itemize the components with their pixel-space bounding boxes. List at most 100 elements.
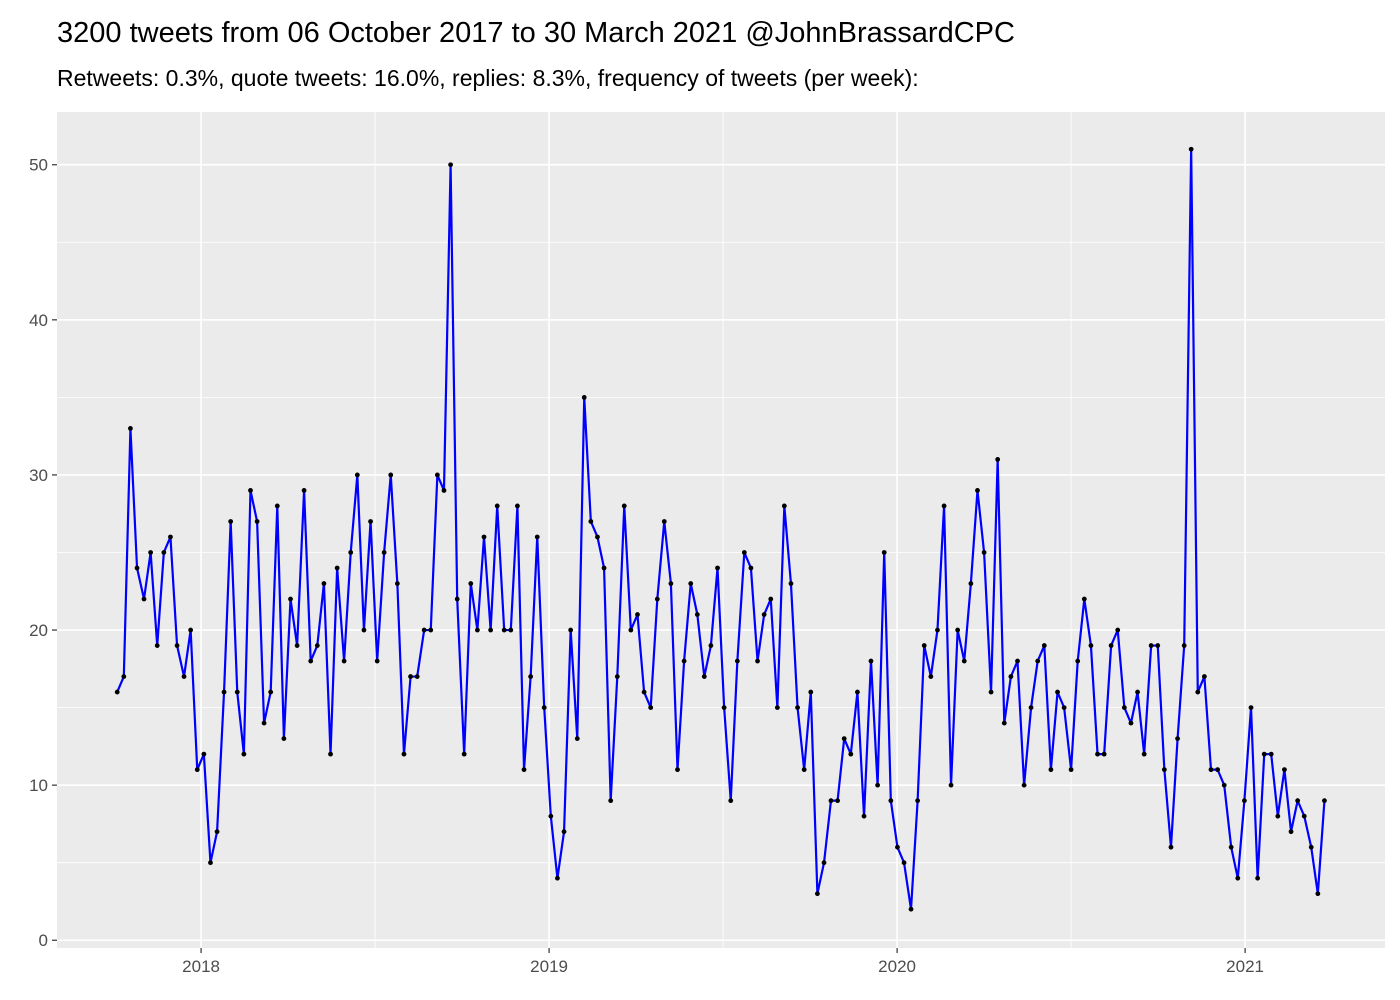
- data-point: [694, 612, 700, 617]
- data-point: [955, 627, 961, 633]
- data-point: [595, 534, 600, 540]
- y-tick-label: 50: [29, 156, 48, 175]
- data-point: [341, 658, 347, 664]
- data-point: [641, 689, 647, 695]
- data-point: [915, 798, 921, 804]
- data-point: [1141, 751, 1147, 757]
- y-tick-label: 30: [29, 466, 48, 485]
- data-point: [1308, 844, 1314, 850]
- data-point: [601, 565, 607, 571]
- data-point: [254, 519, 260, 524]
- data-point: [855, 689, 860, 695]
- data-point: [128, 426, 133, 431]
- y-tick-label: 20: [29, 621, 48, 640]
- data-point: [181, 674, 187, 679]
- data-point: [541, 705, 547, 710]
- data-point: [1048, 767, 1054, 773]
- data-point: [688, 581, 694, 586]
- data-point: [1088, 643, 1094, 648]
- data-point: [921, 643, 927, 648]
- data-point: [708, 643, 714, 648]
- data-point: [421, 627, 427, 633]
- data-point: [354, 472, 360, 478]
- data-point: [1288, 829, 1294, 835]
- data-point: [301, 488, 307, 493]
- data-point: [515, 503, 520, 509]
- data-point: [461, 751, 467, 757]
- data-point: [961, 658, 967, 664]
- data-point: [661, 519, 667, 524]
- data-point: [401, 751, 407, 757]
- data-point: [1081, 596, 1087, 602]
- data-point: [1028, 705, 1034, 710]
- data-point: [268, 689, 274, 695]
- data-point: [168, 534, 173, 540]
- chart-subtitle: Retweets: 0.3%, quote tweets: 16.0%, rep…: [57, 65, 919, 91]
- data-point: [141, 596, 147, 602]
- data-line: [116, 148, 1326, 911]
- data-point: [901, 860, 907, 866]
- data-point: [1075, 658, 1081, 664]
- x-tick-label: 2020: [878, 957, 916, 976]
- data-point: [148, 550, 154, 555]
- data-point: [941, 503, 947, 509]
- data-point: [635, 612, 640, 617]
- data-point: [448, 162, 453, 168]
- data-point: [835, 798, 840, 804]
- data-point: [895, 844, 900, 850]
- data-point: [975, 488, 980, 493]
- data-point: [1282, 767, 1287, 773]
- data-point: [414, 674, 420, 679]
- data-point: [814, 891, 820, 897]
- data-point: [628, 627, 634, 633]
- data-point: [668, 581, 674, 586]
- data-point: [1255, 875, 1261, 881]
- data-point: [768, 596, 774, 602]
- data-point: [988, 689, 994, 695]
- data-point: [788, 581, 794, 586]
- x-tick-label: 2019: [530, 957, 568, 976]
- data-point: [774, 705, 780, 710]
- x-tick-label: 2021: [1226, 957, 1264, 976]
- data-point: [1128, 720, 1134, 726]
- data-point: [201, 751, 207, 757]
- data-point: [1235, 875, 1241, 881]
- data-point: [1035, 658, 1041, 664]
- data-point: [1248, 705, 1254, 710]
- data-point: [474, 627, 480, 633]
- data-point: [881, 550, 887, 555]
- data-point: [888, 798, 894, 804]
- data-point: [394, 581, 400, 586]
- data-point: [861, 813, 867, 819]
- data-point: [1061, 705, 1067, 710]
- data-point: [1101, 751, 1107, 757]
- data-point: [848, 751, 854, 757]
- data-point: [1322, 798, 1327, 804]
- data-point: [1168, 844, 1174, 850]
- data-point: [121, 674, 127, 679]
- data-point: [675, 767, 680, 773]
- y-tick-label: 10: [29, 776, 48, 795]
- data-point: [221, 689, 227, 695]
- data-point: [208, 860, 213, 866]
- data-point: [981, 550, 987, 555]
- data-point: [281, 736, 287, 742]
- data-point: [1108, 643, 1114, 648]
- data-point: [555, 875, 560, 881]
- data-point: [1295, 798, 1301, 804]
- data-point: [1228, 844, 1234, 850]
- data-point: [334, 565, 340, 571]
- data-point: [228, 519, 234, 524]
- data-point: [361, 627, 367, 633]
- data-point: [568, 627, 574, 633]
- data-point: [1135, 689, 1140, 695]
- data-point: [261, 720, 267, 726]
- data-point: [314, 643, 320, 648]
- data-point: [434, 472, 440, 478]
- data-point: [308, 658, 314, 664]
- data-point: [528, 674, 534, 679]
- data-point: [608, 798, 614, 804]
- data-point: [1055, 689, 1060, 695]
- data-point: [481, 534, 487, 540]
